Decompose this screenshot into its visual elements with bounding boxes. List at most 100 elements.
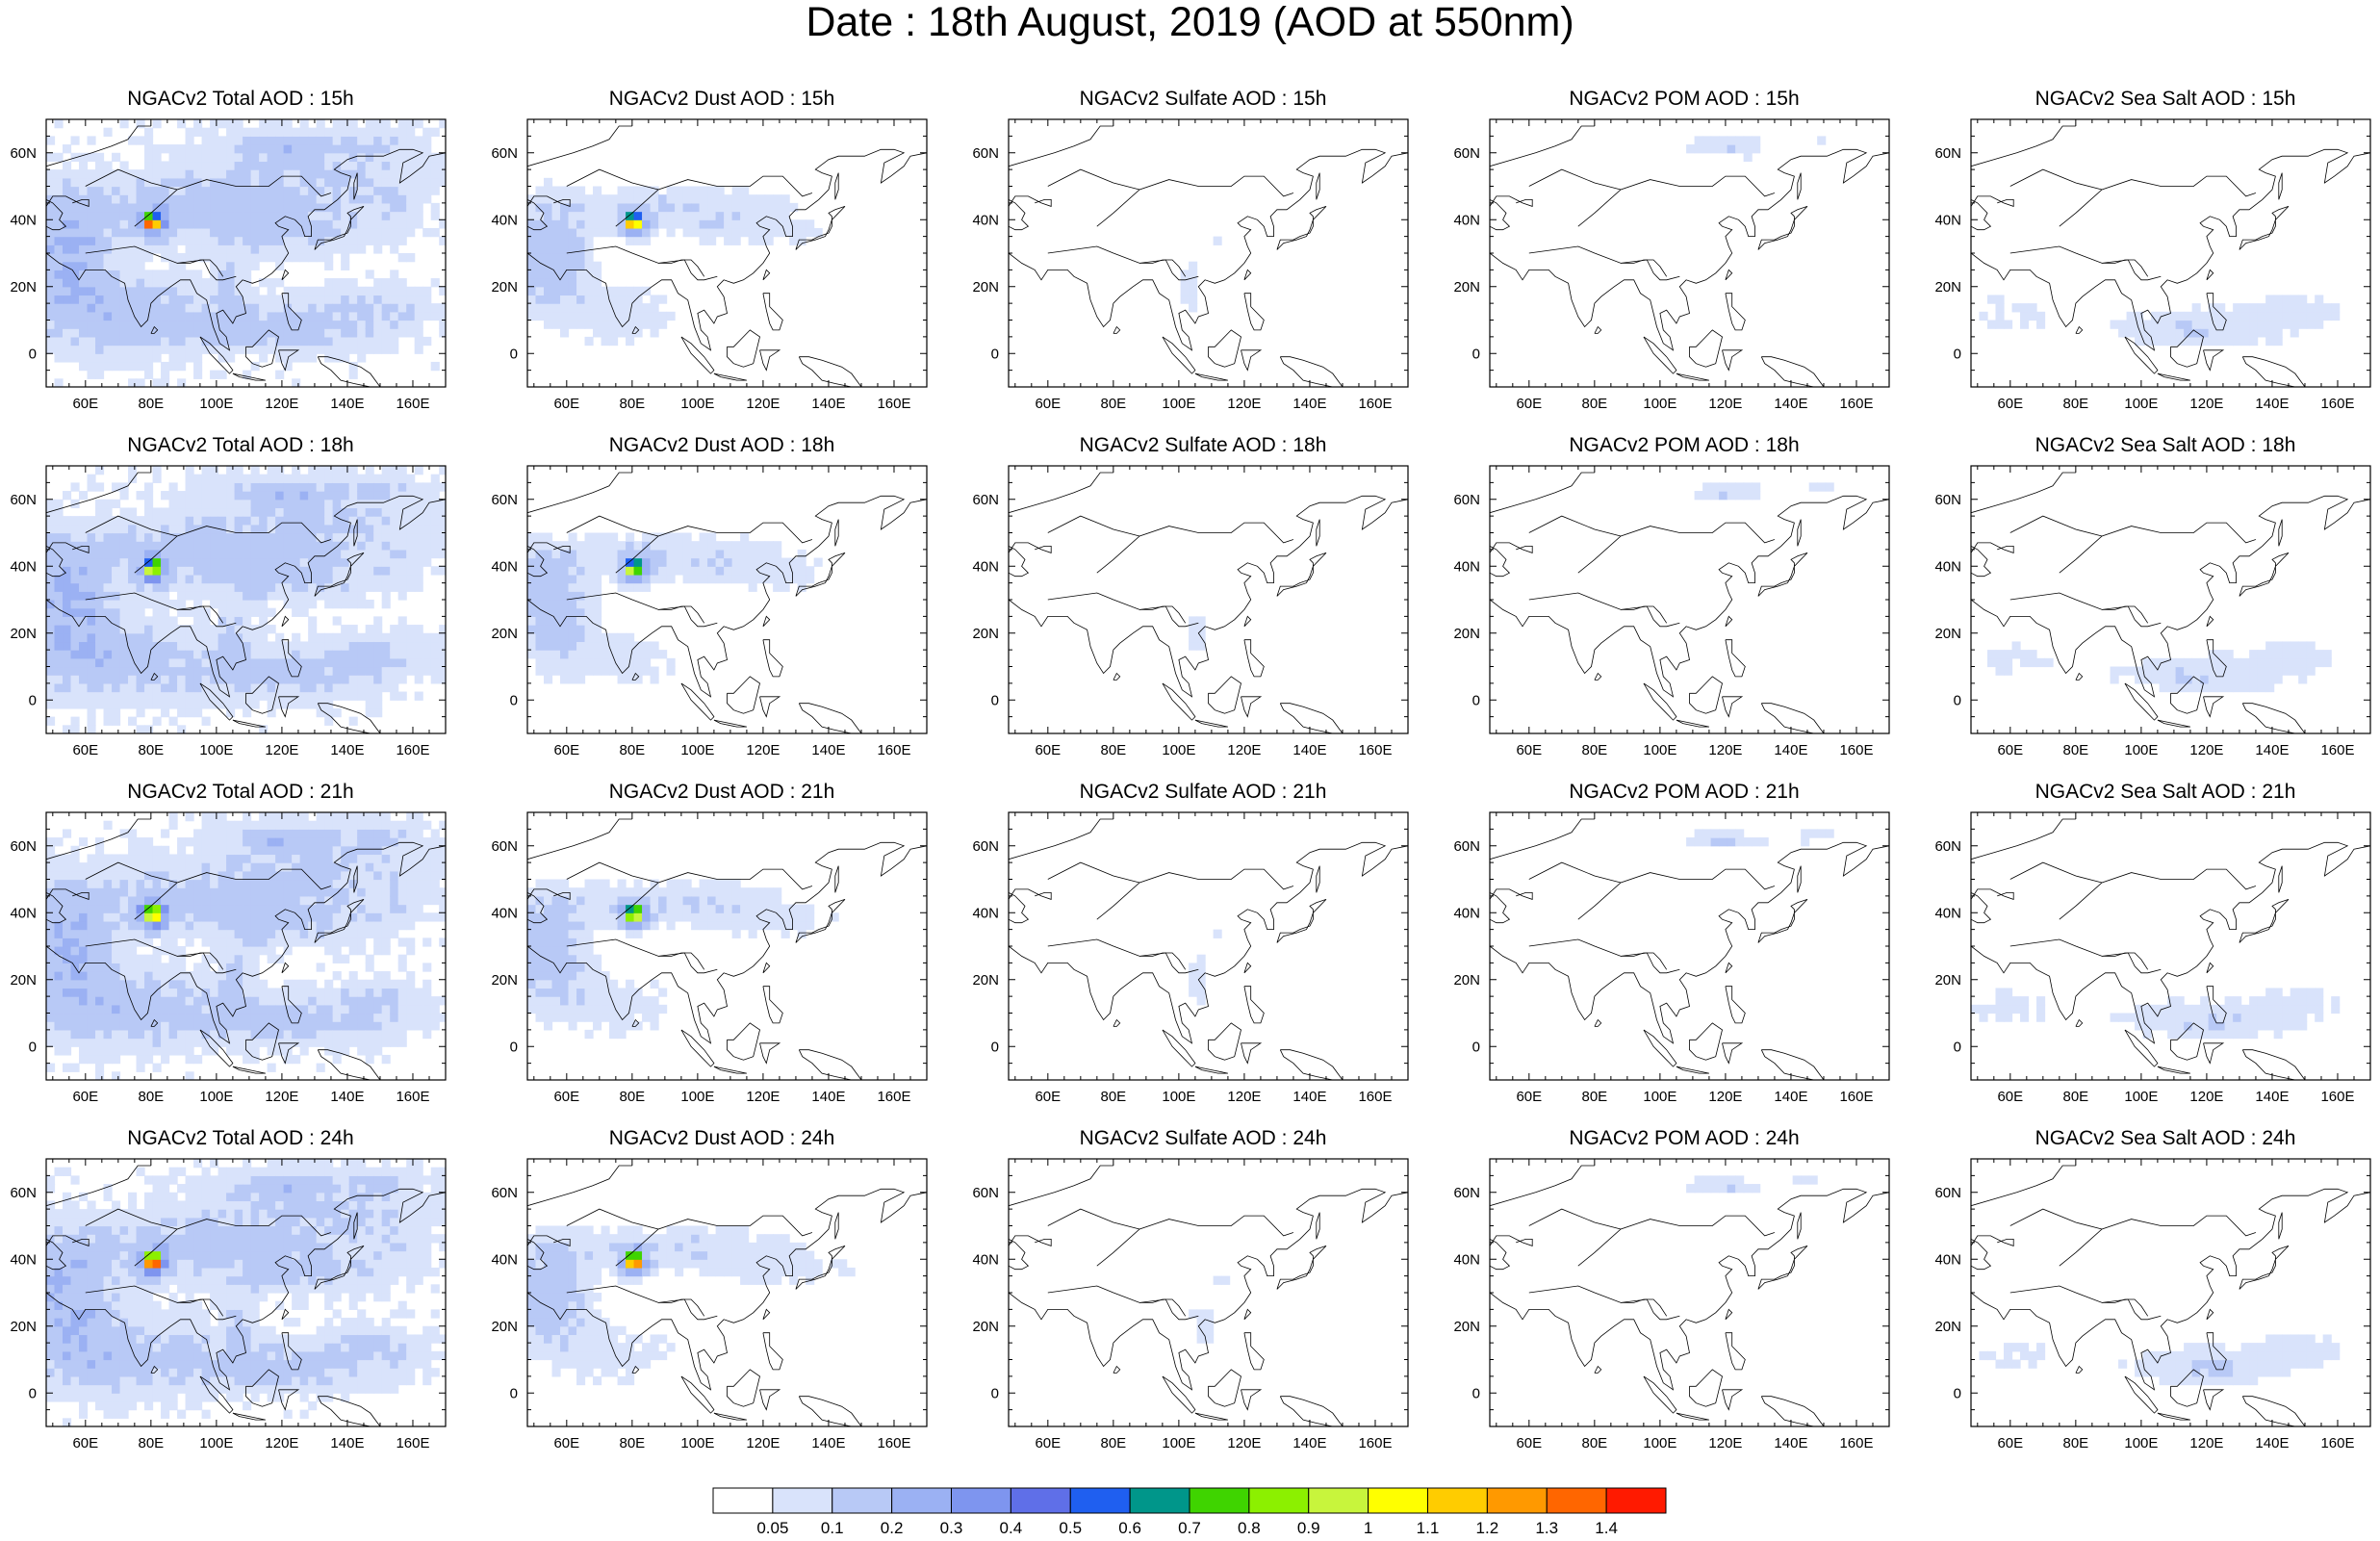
lon-tick-label: 60E	[1997, 396, 2023, 412]
lon-tick-label: 80E	[620, 742, 646, 758]
lat-tick-label: 40N	[972, 1251, 999, 1268]
lat-tick-label: 40N	[1453, 558, 1480, 575]
lon-tick-label: 100E	[199, 396, 233, 412]
aod-field	[46, 466, 448, 734]
lat-tick-label: 20N	[1453, 972, 1480, 989]
lon-tick-label: 160E	[1839, 1435, 1873, 1451]
coastlines	[1009, 819, 1408, 1080]
lon-tick-label: 100E	[1643, 742, 1676, 758]
colorbar-label: 0.7	[1178, 1519, 1201, 1536]
lon-tick-label: 100E	[2124, 1435, 2158, 1451]
colorbar-label: 0.4	[1000, 1519, 1023, 1536]
lon-tick-label: 100E	[2124, 1089, 2158, 1105]
lon-tick-label: 140E	[2255, 742, 2289, 758]
coastlines	[1971, 819, 2370, 1080]
aod-field	[1686, 1175, 1818, 1193]
lon-tick-label: 160E	[396, 1089, 429, 1105]
lon-tick-label: 140E	[330, 742, 364, 758]
lat-tick-label: 20N	[10, 1319, 37, 1335]
lat-tick-label: 60N	[10, 145, 37, 162]
colorbar-swatch	[1249, 1488, 1309, 1513]
lon-tick-label: 100E	[1162, 1089, 1195, 1105]
lat-tick-label: 40N	[1453, 905, 1480, 921]
lon-tick-label: 140E	[1292, 1089, 1326, 1105]
lon-tick-label: 160E	[1358, 396, 1392, 412]
lat-tick-label: 60N	[972, 145, 999, 162]
lat-tick-label: 0	[29, 1039, 37, 1055]
lon-tick-label: 100E	[680, 1435, 714, 1451]
lon-tick-label: 100E	[1643, 1435, 1676, 1451]
colorbar-label: 0.8	[1238, 1519, 1261, 1536]
lat-tick-label: 60N	[1453, 838, 1480, 855]
lat-tick-label: 0	[1954, 346, 1961, 362]
lat-tick-label: 0	[510, 346, 518, 362]
lon-tick-label: 140E	[1774, 1089, 1807, 1105]
lon-tick-label: 160E	[877, 1435, 910, 1451]
colorbar-swatch	[1547, 1488, 1606, 1513]
lon-tick-label: 80E	[139, 742, 165, 758]
lon-tick-label: 140E	[811, 1435, 845, 1451]
lon-tick-label: 140E	[2255, 396, 2289, 412]
colorbar-label: 1	[1364, 1519, 1372, 1536]
lon-tick-label: 120E	[2189, 742, 2223, 758]
lat-tick-label: 0	[991, 1385, 999, 1401]
lat-tick-label: 40N	[491, 905, 518, 921]
lat-tick-label: 40N	[10, 905, 37, 921]
colorbar-swatch	[1487, 1488, 1547, 1513]
lat-tick-label: 40N	[1934, 558, 1961, 575]
lon-tick-label: 80E	[1101, 1435, 1127, 1451]
lon-tick-label: 160E	[396, 396, 429, 412]
lat-tick-label: 60N	[972, 838, 999, 855]
lat-tick-label: 20N	[491, 279, 518, 295]
lat-tick-label: 0	[1472, 1039, 1480, 1055]
colorbar-label: 0.6	[1118, 1519, 1141, 1536]
lat-tick-label: 40N	[1453, 212, 1480, 228]
lat-tick-label: 60N	[10, 1185, 37, 1201]
lat-tick-label: 40N	[972, 212, 999, 228]
lon-tick-label: 80E	[1101, 396, 1127, 412]
lat-tick-label: 60N	[10, 838, 37, 855]
lon-tick-label: 60E	[1035, 396, 1061, 412]
lon-tick-label: 120E	[265, 396, 298, 412]
lon-tick-label: 160E	[877, 742, 910, 758]
lat-tick-label: 0	[510, 1039, 518, 1055]
lon-tick-label: 100E	[199, 742, 233, 758]
colorbar-label: 1.1	[1417, 1519, 1440, 1536]
lat-tick-label: 20N	[10, 279, 37, 295]
lat-tick-label: 40N	[491, 1251, 518, 1268]
lon-tick-label: 120E	[1227, 396, 1261, 412]
colorbar-label: 1.4	[1595, 1519, 1618, 1536]
colorbar-swatch	[1309, 1488, 1369, 1513]
colorbar-swatch	[1606, 1488, 1666, 1513]
lon-tick-label: 100E	[2124, 396, 2158, 412]
lon-tick-label: 140E	[1292, 1435, 1326, 1451]
lon-tick-label: 80E	[620, 396, 646, 412]
lon-tick-label: 60E	[72, 1435, 98, 1451]
lon-tick-label: 60E	[553, 1435, 579, 1451]
coastlines	[1490, 126, 1889, 387]
colorbar-swatch	[773, 1488, 832, 1513]
lon-tick-label: 100E	[1643, 1089, 1676, 1105]
lon-tick-label: 160E	[1358, 1089, 1392, 1105]
lon-tick-label: 60E	[72, 1089, 98, 1105]
colorbar-swatch	[1011, 1488, 1070, 1513]
lat-tick-label: 20N	[1453, 279, 1480, 295]
lon-tick-label: 140E	[2255, 1089, 2289, 1105]
lon-tick-label: 80E	[139, 1435, 165, 1451]
lat-tick-label: 60N	[972, 1185, 999, 1201]
lon-tick-label: 60E	[1035, 1089, 1061, 1105]
lat-tick-label: 0	[510, 1385, 518, 1401]
